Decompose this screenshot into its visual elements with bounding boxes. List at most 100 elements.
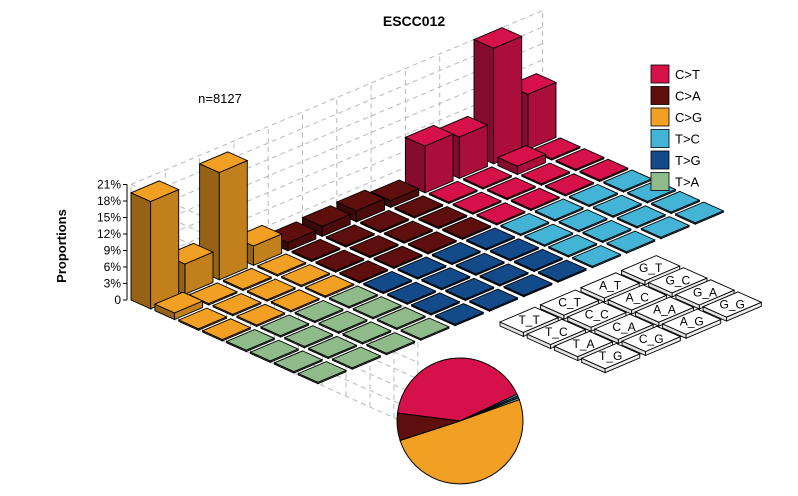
floor-tile bbox=[510, 187, 561, 212]
bar-top bbox=[523, 223, 574, 246]
bars-group bbox=[129, 27, 558, 321]
legend-swatch bbox=[650, 64, 670, 84]
legend-label: C>A bbox=[675, 89, 701, 104]
bar-top bbox=[592, 194, 643, 217]
context-label: T_C bbox=[545, 325, 568, 339]
bar-top bbox=[341, 321, 392, 344]
bar-top bbox=[510, 187, 561, 210]
bar-top bbox=[455, 252, 506, 275]
bar-top bbox=[201, 318, 252, 340]
floor-tile bbox=[352, 296, 403, 320]
bar-top bbox=[400, 317, 451, 340]
floor-tile bbox=[431, 242, 482, 266]
legend: C>T C>A C>G T>C T>G T>A bbox=[650, 64, 702, 191]
bar-top bbox=[468, 288, 519, 311]
bar-side bbox=[150, 188, 180, 310]
floor-tile bbox=[259, 314, 310, 338]
legend-swatch bbox=[650, 129, 670, 148]
legend-label: T>A bbox=[675, 175, 700, 190]
context-tile: G_G bbox=[701, 291, 763, 322]
bar-top bbox=[554, 148, 605, 170]
floor-tile bbox=[349, 235, 400, 259]
bar-side bbox=[218, 159, 248, 281]
context-label: A_C bbox=[626, 291, 650, 305]
context-label: T_T bbox=[518, 313, 540, 327]
context-label: G_T bbox=[639, 261, 663, 275]
y-axis-title: Proportions bbox=[54, 209, 69, 283]
bar-top bbox=[499, 213, 550, 235]
bar-top bbox=[259, 314, 310, 337]
bar-top bbox=[314, 249, 365, 272]
floor-tile bbox=[513, 248, 564, 273]
floor-tile bbox=[297, 361, 348, 385]
pie-slice bbox=[396, 357, 518, 422]
bar-top bbox=[441, 216, 492, 239]
bar-top bbox=[417, 206, 468, 228]
context-tile-top bbox=[539, 289, 600, 316]
bar bbox=[404, 124, 455, 194]
bar-top bbox=[235, 303, 286, 326]
context-tile-top bbox=[634, 296, 695, 323]
legend-item: T>A bbox=[650, 172, 700, 191]
floor-tile bbox=[650, 190, 701, 215]
context-tile-top bbox=[580, 343, 641, 370]
context-tile-top bbox=[607, 284, 668, 311]
bar bbox=[301, 205, 352, 237]
bar-top bbox=[486, 177, 537, 199]
floor-tile bbox=[373, 245, 424, 270]
bar-top bbox=[328, 285, 379, 308]
floor-tile bbox=[235, 303, 286, 328]
floor-tile bbox=[362, 271, 413, 295]
bar-top bbox=[246, 278, 297, 301]
y-tick-label: 12% bbox=[97, 227, 121, 241]
floor-tile bbox=[523, 223, 574, 247]
bar-top bbox=[256, 253, 307, 276]
floor-tile bbox=[571, 245, 622, 269]
floor-tile bbox=[294, 300, 345, 324]
context-tile-top bbox=[593, 313, 655, 340]
context-tile-top bbox=[620, 255, 681, 282]
y-tick-label: 3% bbox=[104, 277, 122, 291]
bar-top bbox=[352, 296, 403, 318]
context-grid: G_T A_T C_T T_T G_C A_C C_C T_C G_A A_A C_A T_A G_G A… bbox=[498, 255, 763, 374]
bar-top bbox=[338, 260, 389, 282]
context-tile-top bbox=[553, 330, 614, 358]
bar-top bbox=[404, 124, 455, 147]
bar-top bbox=[373, 245, 424, 268]
bar-top bbox=[283, 325, 334, 347]
bar-top bbox=[325, 224, 376, 247]
bar-top bbox=[369, 179, 420, 202]
floor-tile bbox=[365, 332, 416, 356]
floor-tile bbox=[455, 252, 506, 276]
context-tile-top bbox=[579, 272, 641, 299]
bar-top bbox=[383, 220, 434, 243]
bar-top bbox=[211, 293, 262, 315]
floor-tile bbox=[534, 198, 585, 222]
bar-top bbox=[489, 238, 540, 260]
bar-top bbox=[581, 219, 632, 242]
legend-item: C>A bbox=[650, 86, 701, 105]
floor-tile bbox=[544, 173, 595, 197]
floor-tile bbox=[441, 216, 492, 241]
bar-top bbox=[407, 231, 458, 253]
bar-side bbox=[130, 192, 152, 310]
bar-top bbox=[270, 289, 321, 311]
bar-top bbox=[376, 306, 427, 329]
floor-tile bbox=[249, 339, 300, 363]
floor-tile bbox=[317, 310, 368, 334]
floor-tile bbox=[328, 285, 379, 309]
bar-top bbox=[520, 162, 571, 185]
floor-tile bbox=[304, 274, 355, 299]
pie-slice bbox=[399, 399, 524, 485]
bar-top bbox=[452, 191, 503, 214]
context-tile: T_G bbox=[580, 343, 641, 374]
bar-top bbox=[428, 180, 479, 203]
floor-tile bbox=[434, 303, 485, 327]
floor-tile bbox=[475, 202, 526, 226]
legend-swatch bbox=[650, 172, 670, 191]
bar-top bbox=[153, 291, 204, 314]
floor-tile bbox=[400, 317, 451, 341]
floor-tile bbox=[468, 288, 519, 312]
bar-top bbox=[362, 271, 413, 293]
legend-swatch bbox=[650, 150, 670, 170]
